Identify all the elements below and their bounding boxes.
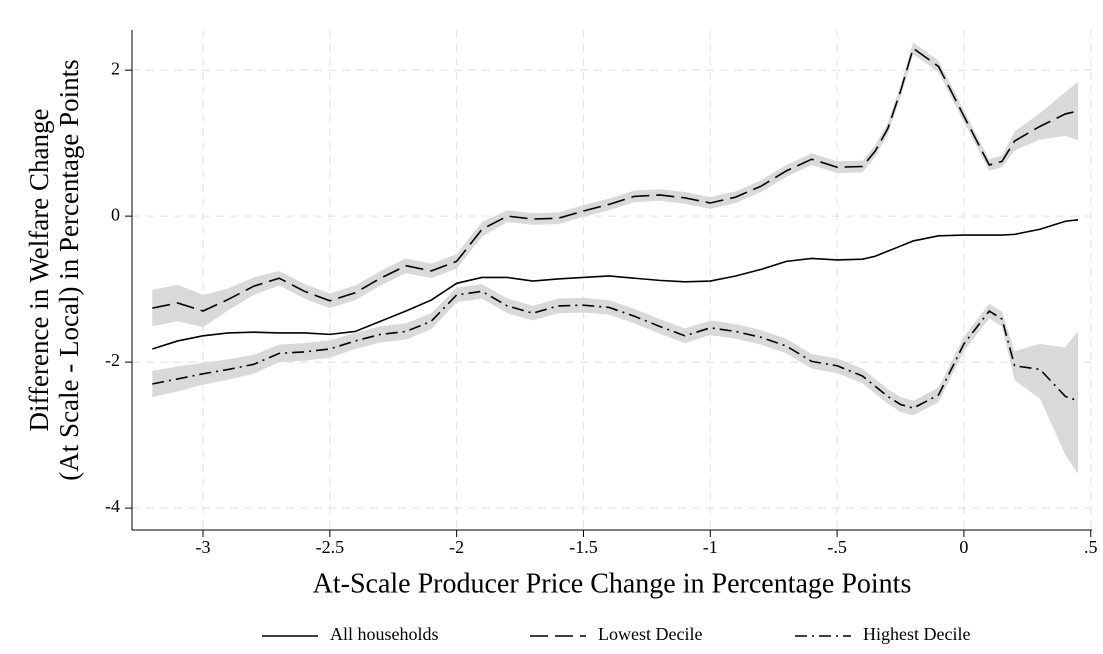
- y-tick-label: 2: [111, 58, 120, 78]
- series-line: [152, 46, 1079, 312]
- series-line: [152, 218, 1079, 350]
- y-tick-label: -2: [105, 350, 120, 370]
- y-tick-label: -4: [105, 496, 120, 516]
- y-axis-title: (At Scale - Local) in Percentage Points: [54, 59, 84, 480]
- x-tick-label: -2: [449, 537, 464, 557]
- legend-label: Highest Decile: [863, 624, 970, 644]
- y-axis-title: Difference in Welfare Change: [24, 109, 54, 432]
- x-tick-label: -.5: [827, 537, 847, 557]
- x-tick-label: .5: [1084, 537, 1098, 557]
- x-tick-label: -1: [703, 537, 718, 557]
- x-tick-label: 0: [959, 537, 968, 557]
- y-tick-label: 0: [111, 204, 120, 224]
- x-axis-title: At-Scale Producer Price Change in Percen…: [313, 568, 912, 599]
- x-tick-label: -2.5: [316, 537, 345, 557]
- confidence-band: [152, 42, 1079, 328]
- series-line: [152, 290, 1079, 409]
- confidence-band: [152, 284, 1079, 474]
- x-tick-label: -3: [196, 537, 211, 557]
- x-tick-label: -1.5: [569, 537, 598, 557]
- legend-label: Lowest Decile: [598, 624, 702, 644]
- legend-label: All households: [330, 624, 439, 644]
